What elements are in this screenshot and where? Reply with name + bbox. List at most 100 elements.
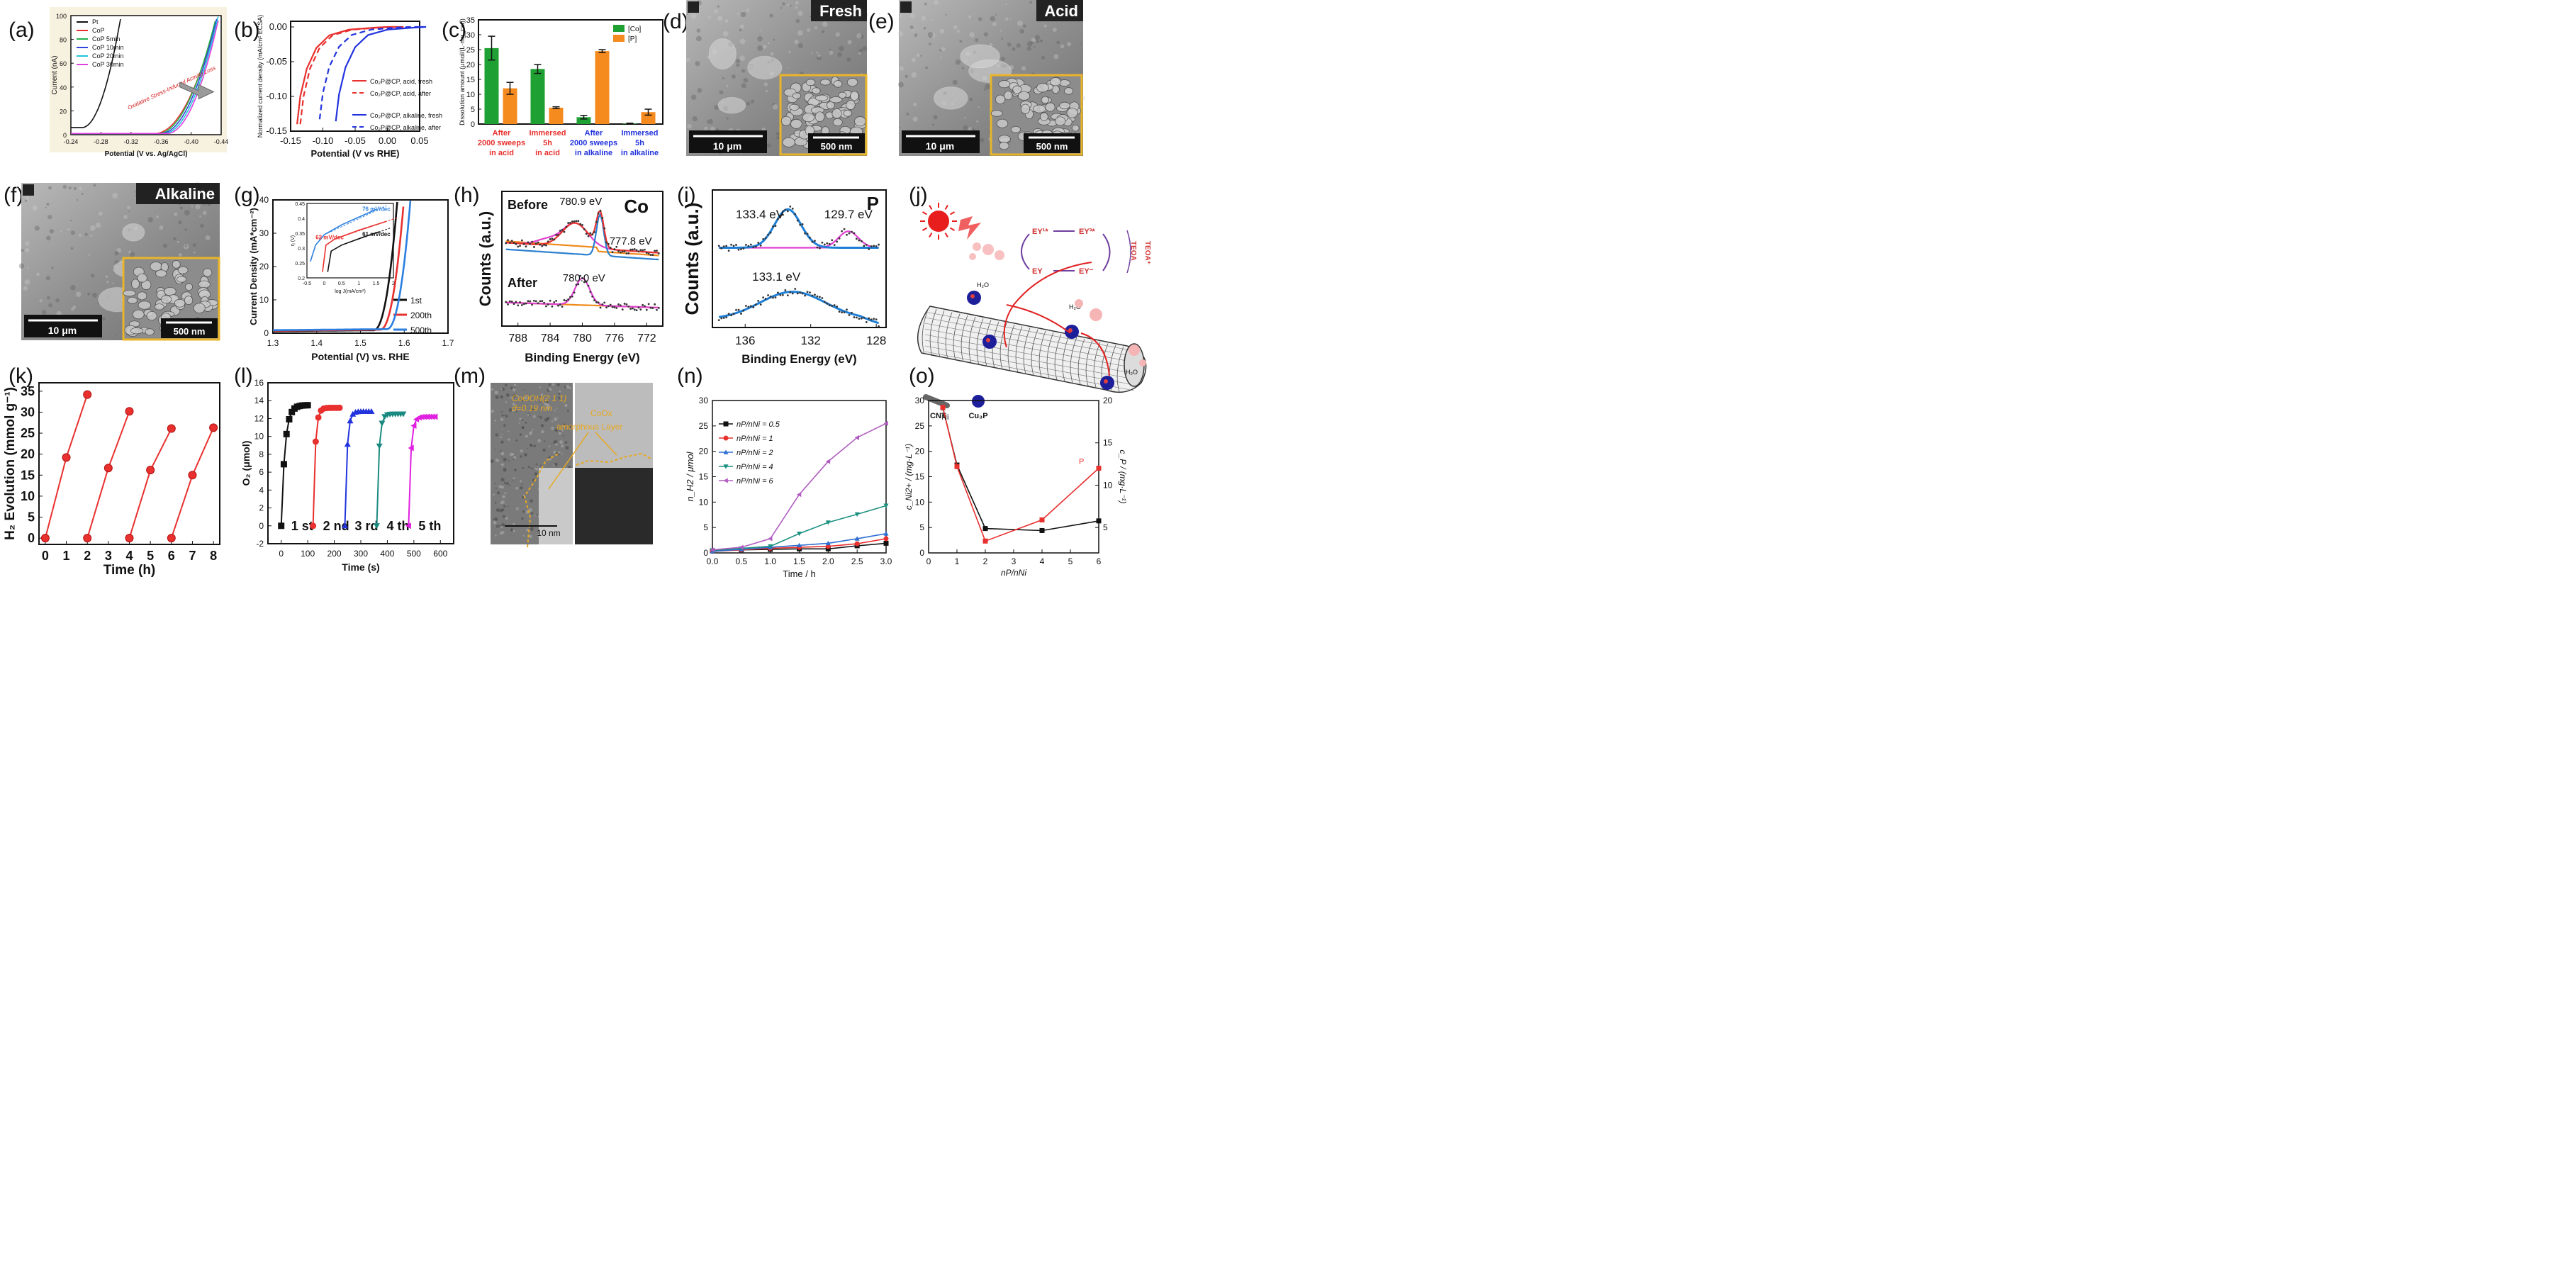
texture-dot xyxy=(932,123,935,126)
data-dot xyxy=(831,239,834,242)
data-dot xyxy=(593,231,595,233)
x-tick-label: 6 xyxy=(1097,556,1102,566)
lattice-noise xyxy=(520,455,522,458)
data-dot xyxy=(510,240,513,242)
grain xyxy=(843,109,853,117)
x-axis-label: Time / h xyxy=(783,569,815,579)
data-point xyxy=(283,430,290,437)
data-point xyxy=(209,423,218,432)
texture-dot xyxy=(68,186,72,190)
series-line-1st xyxy=(273,201,398,332)
lattice-noise xyxy=(500,463,504,466)
scalebar-label: 500 nm xyxy=(1036,141,1068,152)
lattice-noise xyxy=(490,459,494,464)
grain xyxy=(1010,125,1021,133)
data-dot xyxy=(611,306,614,308)
data-dot xyxy=(551,305,554,308)
data-dot xyxy=(620,251,622,254)
grain xyxy=(819,79,831,86)
data-dot xyxy=(764,237,767,240)
lattice-noise xyxy=(518,422,520,424)
y-tick-label: 0 xyxy=(919,548,924,558)
texture-dot xyxy=(772,103,775,106)
data-dot xyxy=(649,306,652,309)
grain xyxy=(155,269,167,278)
texture-dot xyxy=(995,13,997,16)
texture-dot xyxy=(939,49,942,52)
series-line-2 nd xyxy=(312,407,340,526)
grain xyxy=(1012,85,1022,94)
legend-label: CoP 5min xyxy=(92,35,120,43)
data-dot xyxy=(794,213,797,215)
y-tick-label: 40 xyxy=(60,84,67,91)
series-line-Pt xyxy=(71,18,121,128)
lattice-noise xyxy=(505,481,509,485)
texture-dot xyxy=(710,126,715,132)
data-dot xyxy=(749,305,752,308)
data-point xyxy=(883,503,889,508)
lattice-noise xyxy=(562,425,565,427)
data-dot xyxy=(752,306,755,308)
lattice-noise xyxy=(513,522,515,525)
data-dot xyxy=(732,313,735,315)
data-dot xyxy=(508,241,511,244)
grain xyxy=(1039,112,1048,121)
data-dot xyxy=(591,295,594,298)
lattice-noise xyxy=(522,426,525,429)
texture-dot xyxy=(978,17,982,21)
data-point xyxy=(1039,517,1045,522)
texture-dot xyxy=(930,18,933,21)
cnt-tube xyxy=(917,306,1147,393)
data-dot xyxy=(565,225,568,228)
texture-dot xyxy=(760,30,762,32)
grain xyxy=(177,276,187,283)
texture-dot xyxy=(192,243,196,247)
texture-dot xyxy=(766,143,771,148)
texture-dot xyxy=(49,229,55,234)
data-dot xyxy=(569,296,571,298)
texture-dot xyxy=(128,211,130,213)
data-dot xyxy=(762,296,765,299)
lattice-noise xyxy=(513,456,517,459)
texture-dot xyxy=(920,55,922,57)
texture-dot xyxy=(722,77,724,80)
data-dot xyxy=(744,243,747,246)
lattice-noise xyxy=(494,534,497,537)
texture-dot xyxy=(968,127,973,131)
data-dot xyxy=(814,240,816,242)
data-dot xyxy=(730,314,732,317)
grain xyxy=(850,91,859,101)
lattice-noise xyxy=(531,430,533,433)
data-dot xyxy=(632,307,634,310)
grain xyxy=(193,303,206,314)
x-tick-label: 0 xyxy=(42,549,49,563)
x-tick-label: 0.00 xyxy=(379,135,396,146)
texture-dot xyxy=(980,138,985,142)
category-label: in acid xyxy=(535,149,560,157)
lattice-noise xyxy=(505,401,508,403)
data-dot xyxy=(537,302,539,305)
data-dot xyxy=(860,317,863,320)
lattice-noise xyxy=(551,383,555,386)
lattice-noise xyxy=(526,528,529,532)
lattice-noise xyxy=(517,396,520,398)
data-dot xyxy=(870,318,873,321)
peak-label: 780.9 eV xyxy=(559,196,602,208)
x-tick-label: 1.0 xyxy=(764,556,776,566)
water-label: H₂O xyxy=(977,281,989,289)
lattice-noise xyxy=(528,508,532,512)
inset-x-tick-label: 0 xyxy=(323,281,325,286)
data-dot xyxy=(642,303,644,306)
cnt-lattice xyxy=(924,340,1135,380)
texture-dot xyxy=(814,26,818,30)
lattice-noise xyxy=(559,430,561,432)
x-tick-label: -0.10 xyxy=(313,135,334,146)
bubble xyxy=(969,253,976,260)
x-tick-label: 0 xyxy=(926,556,931,566)
lattice-noise xyxy=(520,486,523,490)
lattice-noise xyxy=(525,435,528,438)
lattice-noise xyxy=(534,472,538,476)
data-dot xyxy=(789,205,792,208)
texture-dot xyxy=(93,184,96,187)
data-dot xyxy=(587,235,590,237)
